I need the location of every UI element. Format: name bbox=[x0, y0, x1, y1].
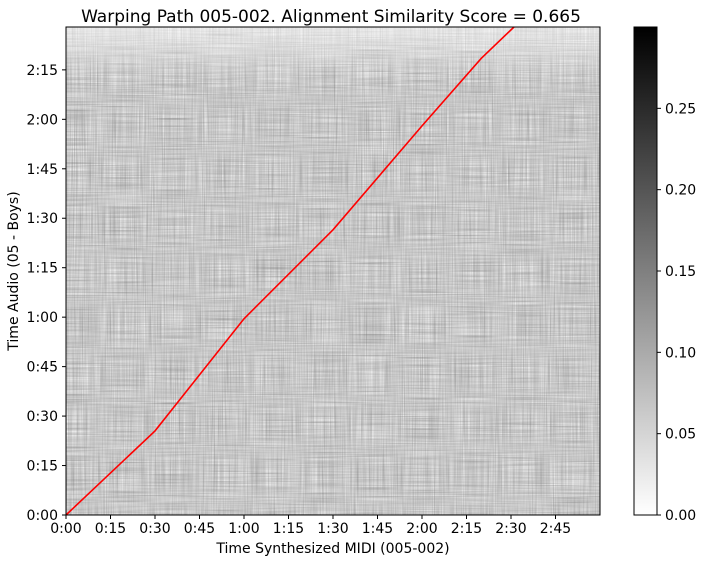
y-tick-label: 2:15 bbox=[27, 63, 58, 79]
x-tick-label: 2:30 bbox=[495, 521, 526, 537]
colorbar-tick-label: 0.25 bbox=[665, 101, 696, 117]
x-tick-label: 0:45 bbox=[184, 521, 215, 537]
y-tick-label: 2:00 bbox=[27, 112, 58, 128]
colorbar bbox=[633, 26, 658, 516]
colorbar-tick-label: 0.10 bbox=[665, 345, 696, 361]
x-tick-label: 2:00 bbox=[406, 521, 437, 537]
x-tick-label: 0:00 bbox=[50, 521, 81, 537]
x-tick-label: 0:15 bbox=[95, 521, 126, 537]
warping-path-layer bbox=[65, 26, 515, 516]
warping-path-line bbox=[65, 26, 515, 516]
x-tick-label: 1:45 bbox=[362, 521, 393, 537]
colorbar-tick-label: 0.20 bbox=[665, 183, 696, 199]
x-tick-label: 0:30 bbox=[139, 521, 170, 537]
colorbar-tick-label: 0.05 bbox=[665, 427, 696, 443]
y-tick-label: 0:45 bbox=[27, 360, 58, 376]
x-tick-label: 1:30 bbox=[317, 521, 348, 537]
x-tick-label: 1:00 bbox=[228, 521, 259, 537]
y-tick-label: 0:15 bbox=[27, 459, 58, 475]
x-axis: 0:00 0:15 0:30 0:45 1:00 1:15 1:30 1:45 2:00 2:15… bbox=[50, 515, 571, 537]
y-tick-label: 1:45 bbox=[27, 162, 58, 178]
colorbar-tick-label: 0.00 bbox=[665, 508, 696, 524]
colorbar-axis: 0.00 0.05 0.10 0.15 0.20 0.25 bbox=[657, 101, 696, 524]
y-axis: 0:00 0:15 0:30 0:45 1:00 1:15 1:30 1:45 2:00 2:15 bbox=[27, 63, 66, 524]
y-tick-label: 0:30 bbox=[27, 409, 58, 425]
y-tick-label: 0:00 bbox=[27, 508, 58, 524]
heatmap-top-fade bbox=[66, 27, 600, 515]
y-tick-label: 1:30 bbox=[27, 211, 58, 227]
x-tick-label: 2:15 bbox=[451, 521, 482, 537]
y-tick-label: 1:15 bbox=[27, 261, 58, 277]
x-axis-label: Time Synthesized MIDI (005-002) bbox=[215, 541, 449, 557]
chart-title: Warping Path 005-002. Alignment Similari… bbox=[81, 7, 581, 27]
x-tick-label: 1:15 bbox=[273, 521, 304, 537]
y-tick-label: 1:00 bbox=[27, 310, 58, 326]
y-axis-label: Time Audio (05 - Boys) bbox=[6, 191, 22, 351]
x-tick-label: 2:45 bbox=[540, 521, 571, 537]
colorbar-tick-label: 0.15 bbox=[665, 264, 696, 280]
